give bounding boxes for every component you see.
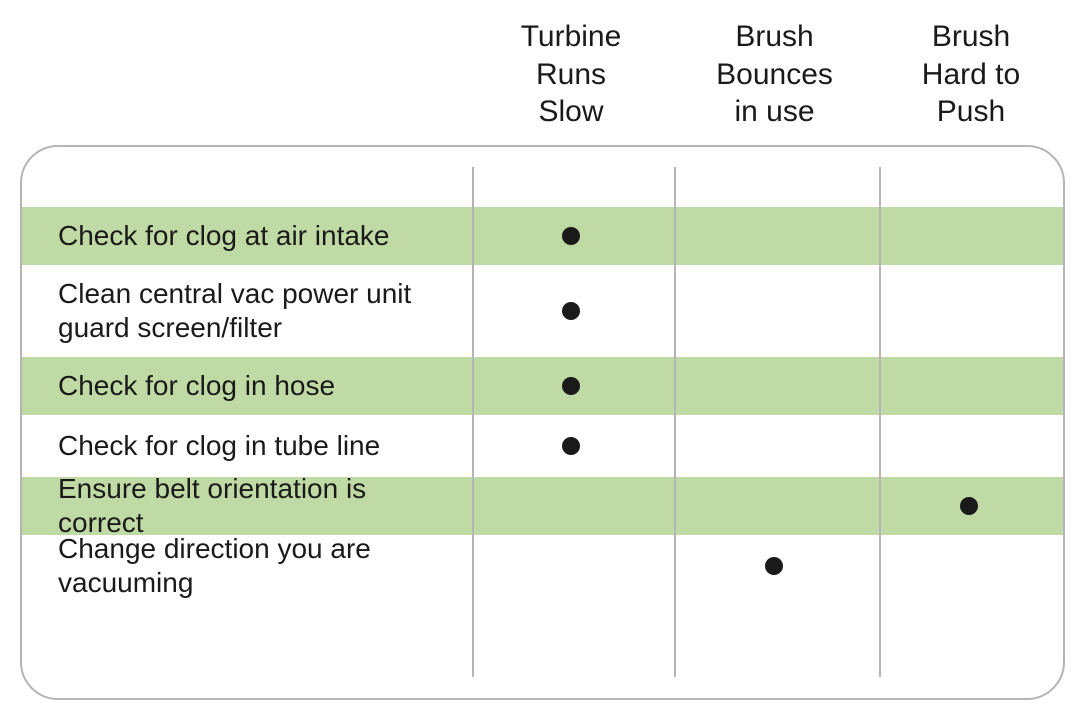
dot-icon [562,227,580,245]
mark-cell [876,207,1063,265]
row-label: Clean central vac power unit guard scree… [22,265,470,357]
row-label: Change direction you are vacuuming [22,535,470,597]
row-label: Check for clog at air intake [22,207,470,265]
dot-icon [960,497,978,515]
column-header-line: in use [734,95,814,128]
dot-icon [562,437,580,455]
column-header-line: Runs [536,58,606,91]
row-label: Ensure belt orientation is correct [22,477,470,535]
column-header: Brush Hard to Push [877,18,1065,131]
column-separator [674,167,676,677]
table-row: Change direction you are vacuuming [22,535,1063,597]
mark-cell [876,535,1063,597]
column-header-line: Brush [735,20,813,53]
mark-cell [876,265,1063,357]
dot-icon [562,302,580,320]
column-header-line: Push [937,95,1005,128]
table-row: Ensure belt orientation is correct [22,477,1063,535]
column-separator [879,167,881,677]
column-header-line: Turbine [521,20,622,53]
column-header: Turbine Runs Slow [470,18,672,131]
mark-cell [672,207,876,265]
row-label: Check for clog in hose [22,357,470,415]
mark-cell [672,415,876,477]
mark-cell [470,535,671,597]
mark-cell [470,207,671,265]
mark-cell [470,415,671,477]
row-label: Check for clog in tube line [22,415,470,477]
mark-cell [470,265,671,357]
table-box: Check for clog at air intakeClean centra… [20,145,1065,700]
mark-cell [672,477,876,535]
header-spacer [0,18,470,131]
mark-cell [876,357,1063,415]
mark-cell [876,477,1063,535]
rows-area: Check for clog at air intakeClean centra… [22,207,1063,597]
table-row: Check for clog in hose [22,357,1063,415]
dot-icon [765,557,783,575]
column-header: Brush Bounces in use [672,18,877,131]
column-headers: Turbine Runs Slow Brush Bounces in use Brush Ha… [0,18,1085,131]
column-header-line: Bounces [716,58,833,91]
column-separator [472,167,474,677]
column-header-line: Brush [932,20,1010,53]
mark-cell [672,265,876,357]
mark-cell [876,415,1063,477]
column-header-line: Hard to [922,58,1020,91]
mark-cell [470,477,671,535]
column-header-line: Slow [538,95,603,128]
dot-icon [562,377,580,395]
mark-cell [470,357,671,415]
mark-cell [672,535,876,597]
mark-cell [672,357,876,415]
table-row: Check for clog at air intake [22,207,1063,265]
table-row: Clean central vac power unit guard scree… [22,265,1063,357]
table-row: Check for clog in tube line [22,415,1063,477]
